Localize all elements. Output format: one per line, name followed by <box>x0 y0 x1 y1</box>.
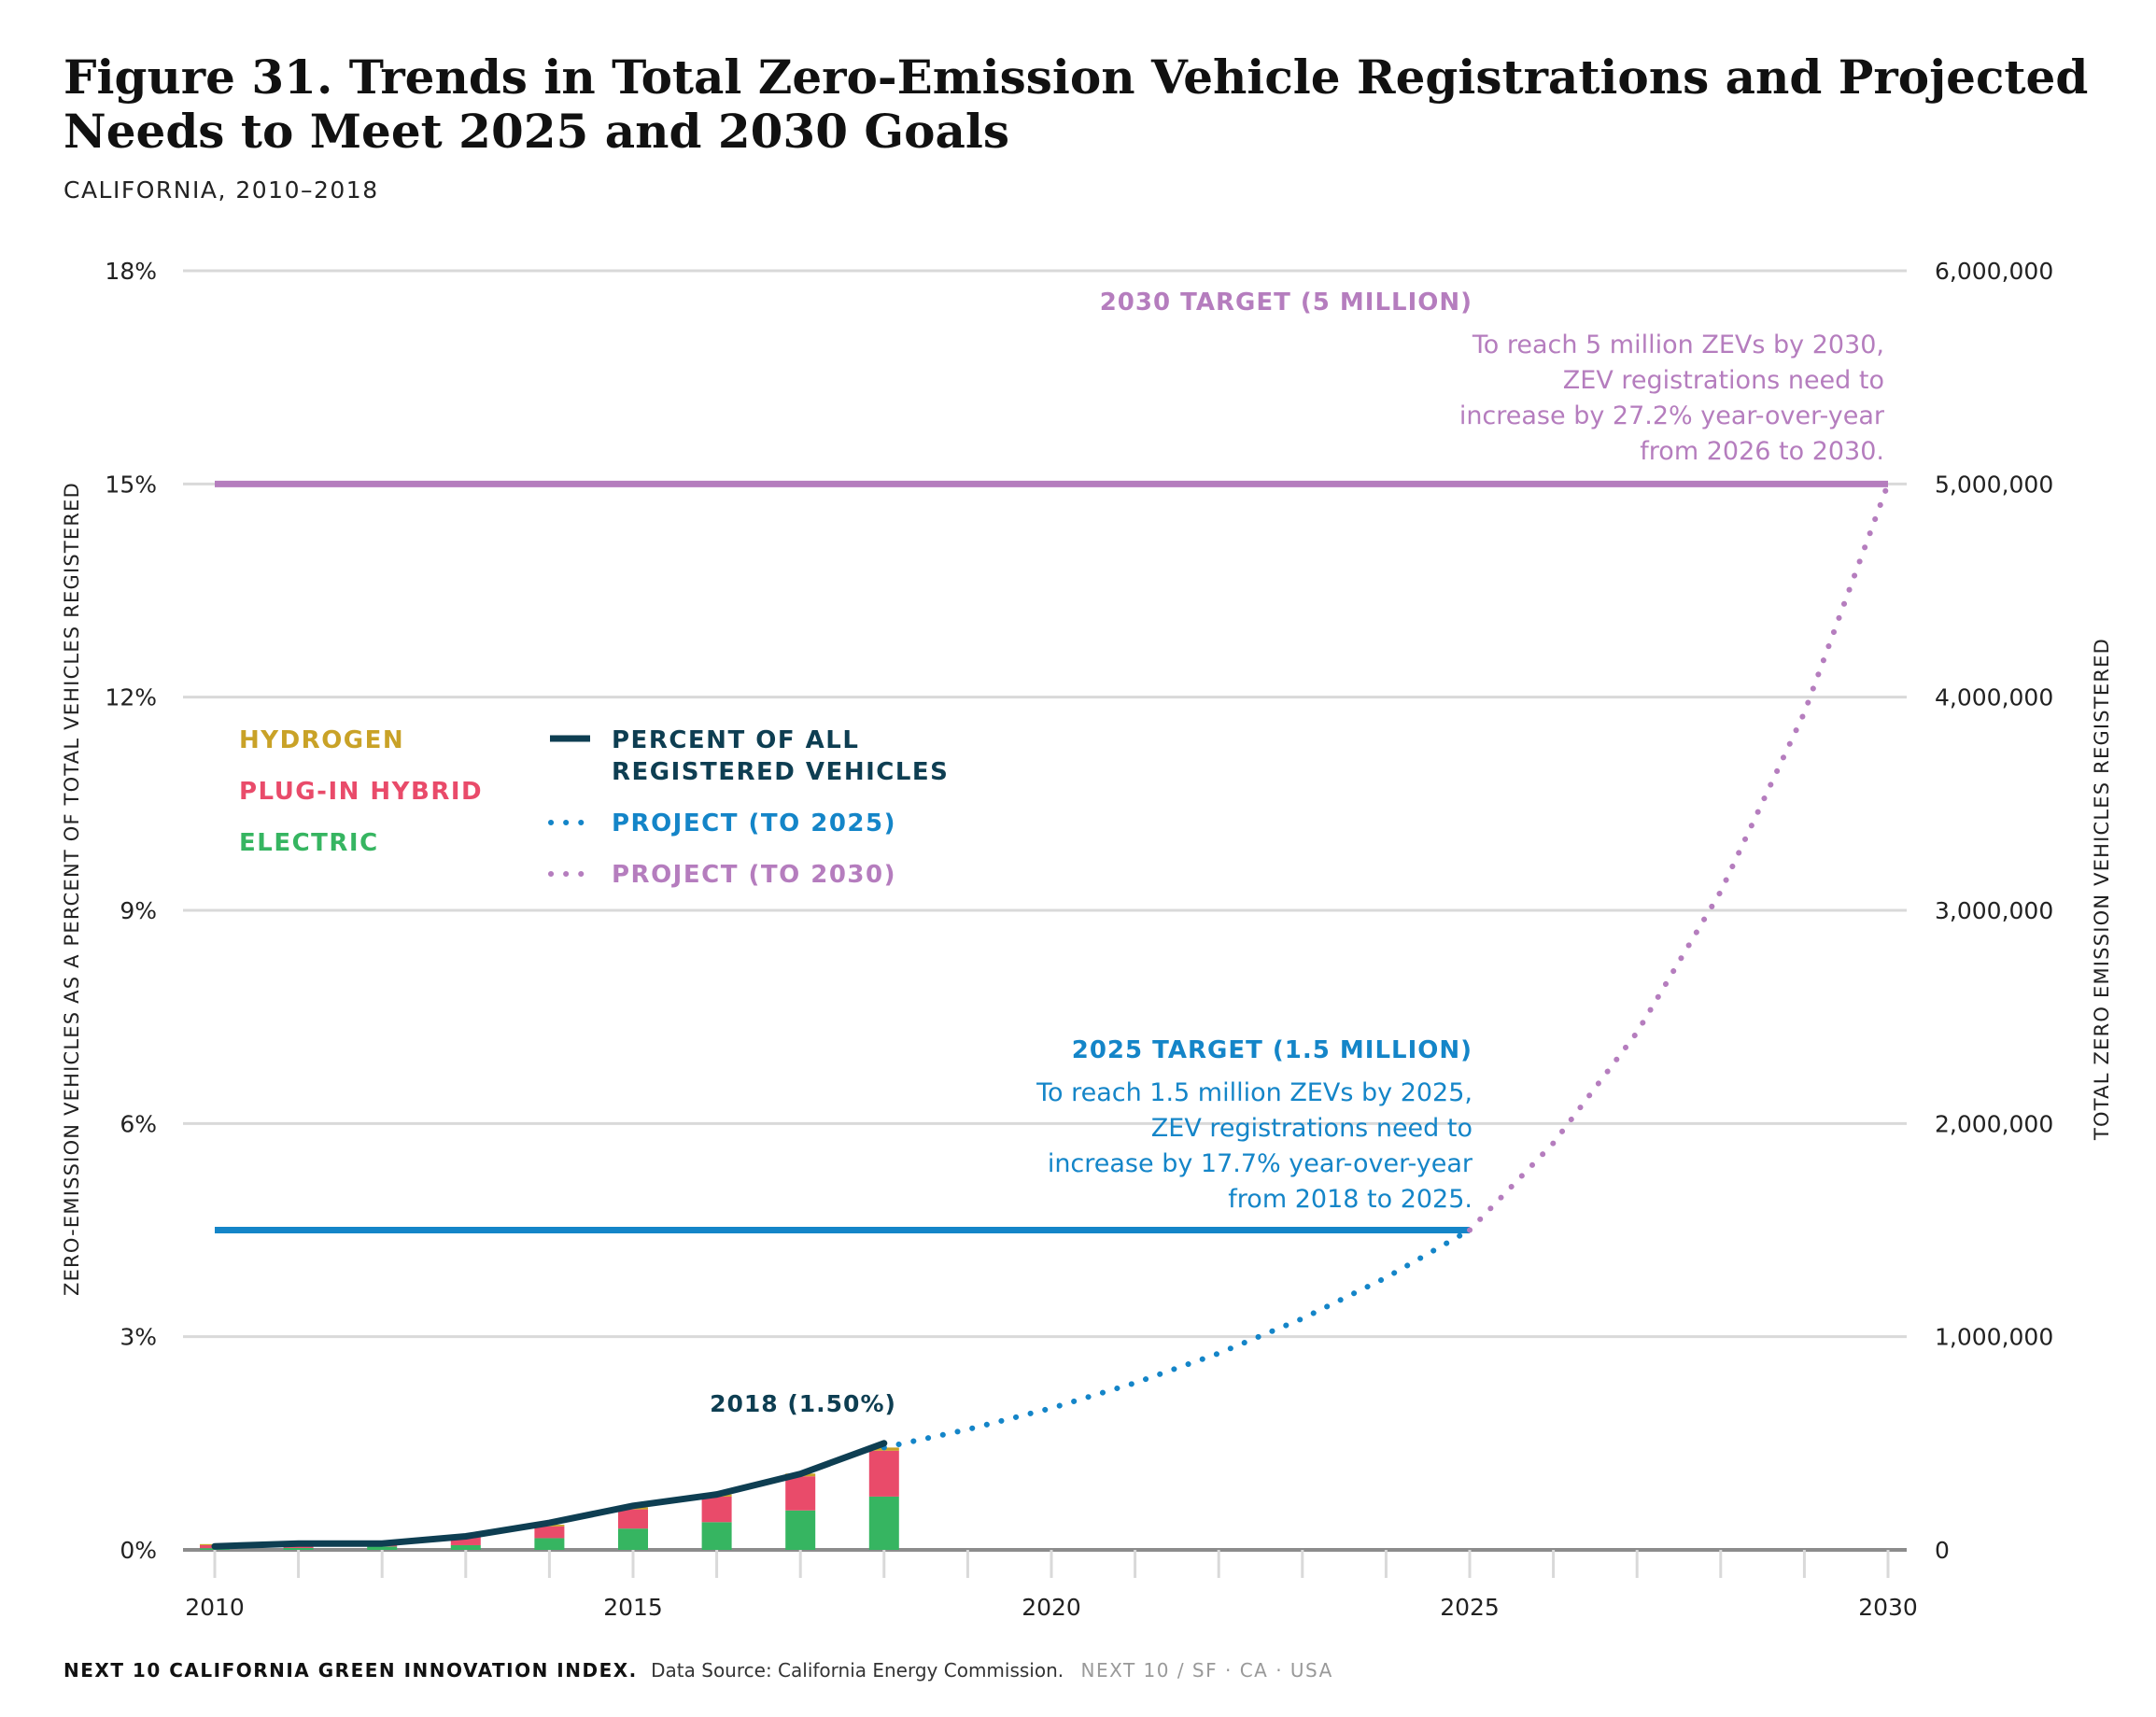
left-tick-label: 15% <box>105 471 157 498</box>
right-tick-label: 5,000,000 <box>1935 471 2053 498</box>
right-tick-label: 2,000,000 <box>1935 1110 2053 1137</box>
footer-source: Data Source: California Energy Commissio… <box>651 1659 1064 1682</box>
chart-subtitle: CALIFORNIA, 2010–2018 <box>63 176 379 204</box>
left-tick-label: 9% <box>120 897 157 924</box>
bar-plugin-hybrid-2014 <box>534 1526 565 1539</box>
x-axis-ticks: 2010 2015 2020 2025 2030 <box>185 1550 1918 1621</box>
bar-electric-2014 <box>534 1538 565 1550</box>
target-2030-line-1: To reach 5 million ZEVs by 2030, <box>1472 331 1884 359</box>
legend-hydrogen: HYDROGEN <box>239 726 404 754</box>
target-2025-line-1: To reach 1.5 million ZEVs by 2025, <box>1036 1078 1473 1107</box>
left-tick-label: 6% <box>120 1110 157 1137</box>
bar-electric-2018 <box>868 1496 899 1550</box>
target-2030-title: 2030 TARGET (5 MILLION) <box>1100 289 1473 317</box>
right-tick-label: 4,000,000 <box>1935 684 2053 711</box>
chart-title-line-1: Figure 31. Trends in Total Zero-Emission… <box>63 49 2088 105</box>
bar-electric-2011 <box>283 1547 314 1550</box>
left-tick-label: 0% <box>120 1537 157 1564</box>
bar-electric-2013 <box>450 1544 481 1550</box>
legend-percent-line-1: PERCENT OF ALL <box>612 726 859 754</box>
right-axis-ticks: 0 1,000,000 2,000,000 3,000,000 4,000,000 5,0… <box>1935 258 2053 1564</box>
target-2030-line-3: increase by 27.2% year-over-year <box>1459 401 1885 430</box>
target-2030-line-2: ZEV registrations need to <box>1563 366 1884 395</box>
target-2025-title: 2025 TARGET (1.5 MILLION) <box>1072 1036 1473 1064</box>
target-2025-line-2: ZEV registrations need to <box>1151 1114 1473 1143</box>
right-tick-label: 6,000,000 <box>1935 258 2053 285</box>
project-2025-line <box>881 1227 1473 1451</box>
bar-electric-2017 <box>785 1510 816 1550</box>
percent-of-registered-line <box>211 1440 888 1550</box>
stacked-bars <box>200 1447 899 1550</box>
chart-title-line-2: Needs to Meet 2025 and 2030 Goals <box>63 104 1009 159</box>
target-2030-line-4: from 2026 to 2030. <box>1640 437 1884 466</box>
bar-plugin-hybrid-2017 <box>785 1476 816 1511</box>
footer: NEXT 10 CALIFORNIA GREEN INNOVATION INDE… <box>63 1659 1333 1682</box>
footer-org: NEXT 10 / SF · CA · USA <box>1081 1659 1333 1682</box>
series-lines <box>211 481 1891 1550</box>
legend-electric: ELECTRIC <box>239 829 379 857</box>
y-axis-left-label: ZERO-EMISSION VEHICLES AS A PERCENT OF T… <box>61 482 83 1296</box>
legend-plug-in-hybrid: PLUG-IN HYBRID <box>239 778 483 806</box>
left-tick-label: 18% <box>105 258 157 285</box>
bar-plugin-hybrid-2016 <box>701 1496 732 1523</box>
bar-plugin-hybrid-2015 <box>618 1509 648 1529</box>
left-axis-ticks: 0% 3% 6% 9% 12% 15% 18% <box>105 258 157 1564</box>
project-2030-line <box>1467 481 1891 1233</box>
left-tick-label: 12% <box>105 684 157 711</box>
legend-project-2030: PROJECT (TO 2030) <box>612 861 896 889</box>
legend-left: HYDROGEN PLUG-IN HYBRID ELECTRIC <box>239 726 483 857</box>
x-tick-label: 2030 <box>1858 1594 1918 1621</box>
bar-plugin-hybrid-2018 <box>868 1450 899 1497</box>
target-2025-line-4: from 2018 to 2025. <box>1228 1185 1473 1214</box>
x-tick-label: 2025 <box>1440 1594 1500 1621</box>
target-lines <box>215 480 1888 1233</box>
bar-electric-2015 <box>618 1528 648 1550</box>
right-tick-label: 0 <box>1935 1537 1950 1564</box>
footer-brand: NEXT 10 CALIFORNIA GREEN INNOVATION INDE… <box>63 1659 638 1682</box>
legend-right: PERCENT OF ALL REGISTERED VEHICLES PROJE… <box>548 726 949 889</box>
bar-electric-2016 <box>701 1522 732 1550</box>
x-tick-label: 2015 <box>603 1594 663 1621</box>
bar-plugin-hybrid-2013 <box>450 1536 481 1545</box>
point-2018-label: 2018 (1.50%) <box>710 1390 896 1417</box>
bar-electric-2012 <box>367 1546 398 1550</box>
y-axis-right-label: TOTAL ZERO EMISSION VEHICLES REGISTERED <box>2091 638 2113 1141</box>
x-tick-label: 2020 <box>1022 1594 1081 1621</box>
right-tick-label: 3,000,000 <box>1935 897 2053 924</box>
left-tick-label: 3% <box>120 1324 157 1351</box>
legend-percent-line-2: REGISTERED VEHICLES <box>612 758 949 786</box>
target-2025-line-3: increase by 17.7% year-over-year <box>1048 1149 1473 1178</box>
legend-project-2025: PROJECT (TO 2025) <box>612 809 896 837</box>
right-tick-label: 1,000,000 <box>1935 1324 2053 1351</box>
x-tick-label: 2010 <box>185 1594 245 1621</box>
